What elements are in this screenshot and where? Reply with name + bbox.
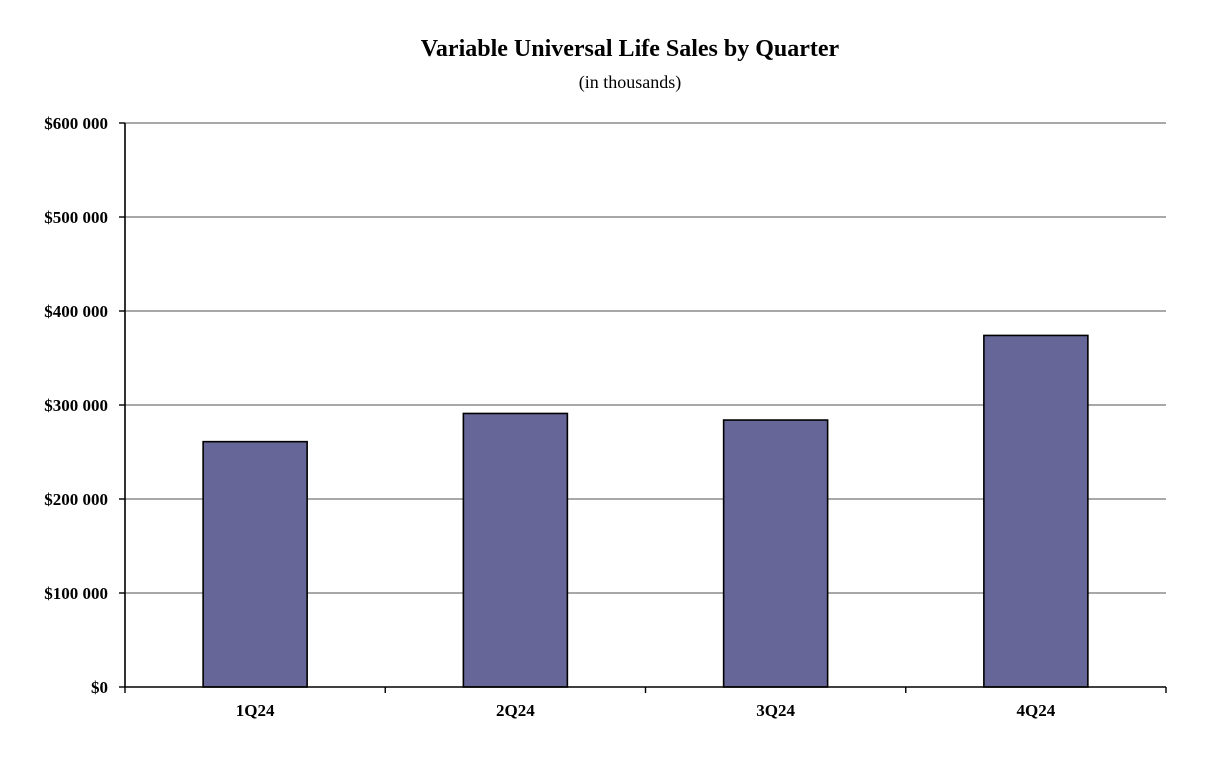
y-tick-label: $400 000 [44, 302, 108, 321]
bar-2q24 [462, 412, 569, 688]
y-tick-label: $300 000 [44, 396, 108, 415]
x-axis [124, 123, 1167, 693]
y-tick-label: $600 000 [44, 114, 108, 133]
bar-3q24 [722, 419, 829, 688]
bars [202, 334, 1089, 688]
x-tick-label: 1Q24 [236, 701, 275, 720]
chart-subtitle: (in thousands) [579, 72, 682, 93]
y-tick-label: $100 000 [44, 584, 108, 603]
chart-title: Variable Universal Life Sales by Quarter [421, 36, 840, 62]
bar-4q24 [983, 334, 1089, 688]
x-tick-label: 4Q24 [1017, 701, 1056, 720]
y-tick-label: $500 000 [44, 208, 108, 227]
x-tick-label: 3Q24 [756, 701, 795, 720]
bar-1q24 [202, 440, 308, 688]
x-tick-label: 2Q24 [496, 701, 535, 720]
y-tick-label: $200 000 [44, 490, 108, 509]
y-axis-tick-labels: $0 $100 000 $200 000 $300 000 $400 000 $500 0… [44, 114, 108, 697]
x-axis-tick-labels: 1Q24 2Q24 3Q24 4Q24 [236, 701, 1056, 720]
y-tick-label: $0 [91, 678, 108, 697]
